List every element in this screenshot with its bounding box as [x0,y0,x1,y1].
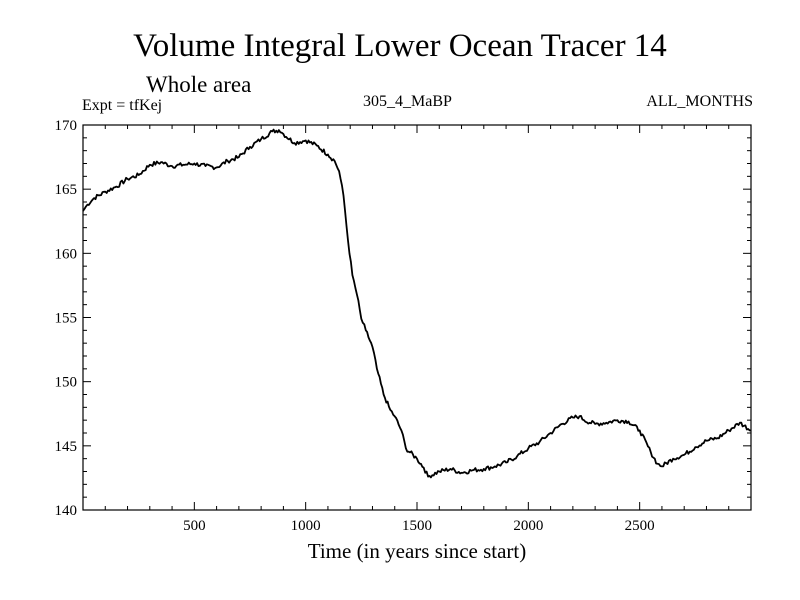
y-tick-label: 165 [55,182,78,198]
axis-tick-labels: 500 1000 1500 2000 2500 140 145 150 155 160 165 170 [55,118,655,534]
axis-ticks [83,125,751,510]
period-label: ALL_MONTHS [646,93,753,110]
y-tick-label: 170 [55,118,78,134]
x-tick-label: 1000 [291,518,321,534]
y-tick-label: 150 [55,375,78,391]
experiment-name: 305_4_MaBP [363,93,452,110]
x-tick-label: 2500 [625,518,655,534]
y-tick-label: 145 [55,439,78,455]
y-tick-label: 140 [55,503,78,519]
series-line [82,128,751,479]
experiment-id: Expt = tfKej [82,97,163,114]
y-tick-label: 155 [55,311,78,327]
y-tick-label: 160 [55,246,78,262]
chart-title: Volume Integral Lower Ocean Tracer 14 [133,28,667,64]
x-tick-label: 500 [183,518,206,534]
chart-subtitle: Whole area [146,72,252,97]
x-axis-label: Time (in years since start) [308,539,527,563]
x-tick-label: 1500 [402,518,432,534]
x-tick-label: 2000 [513,518,543,534]
